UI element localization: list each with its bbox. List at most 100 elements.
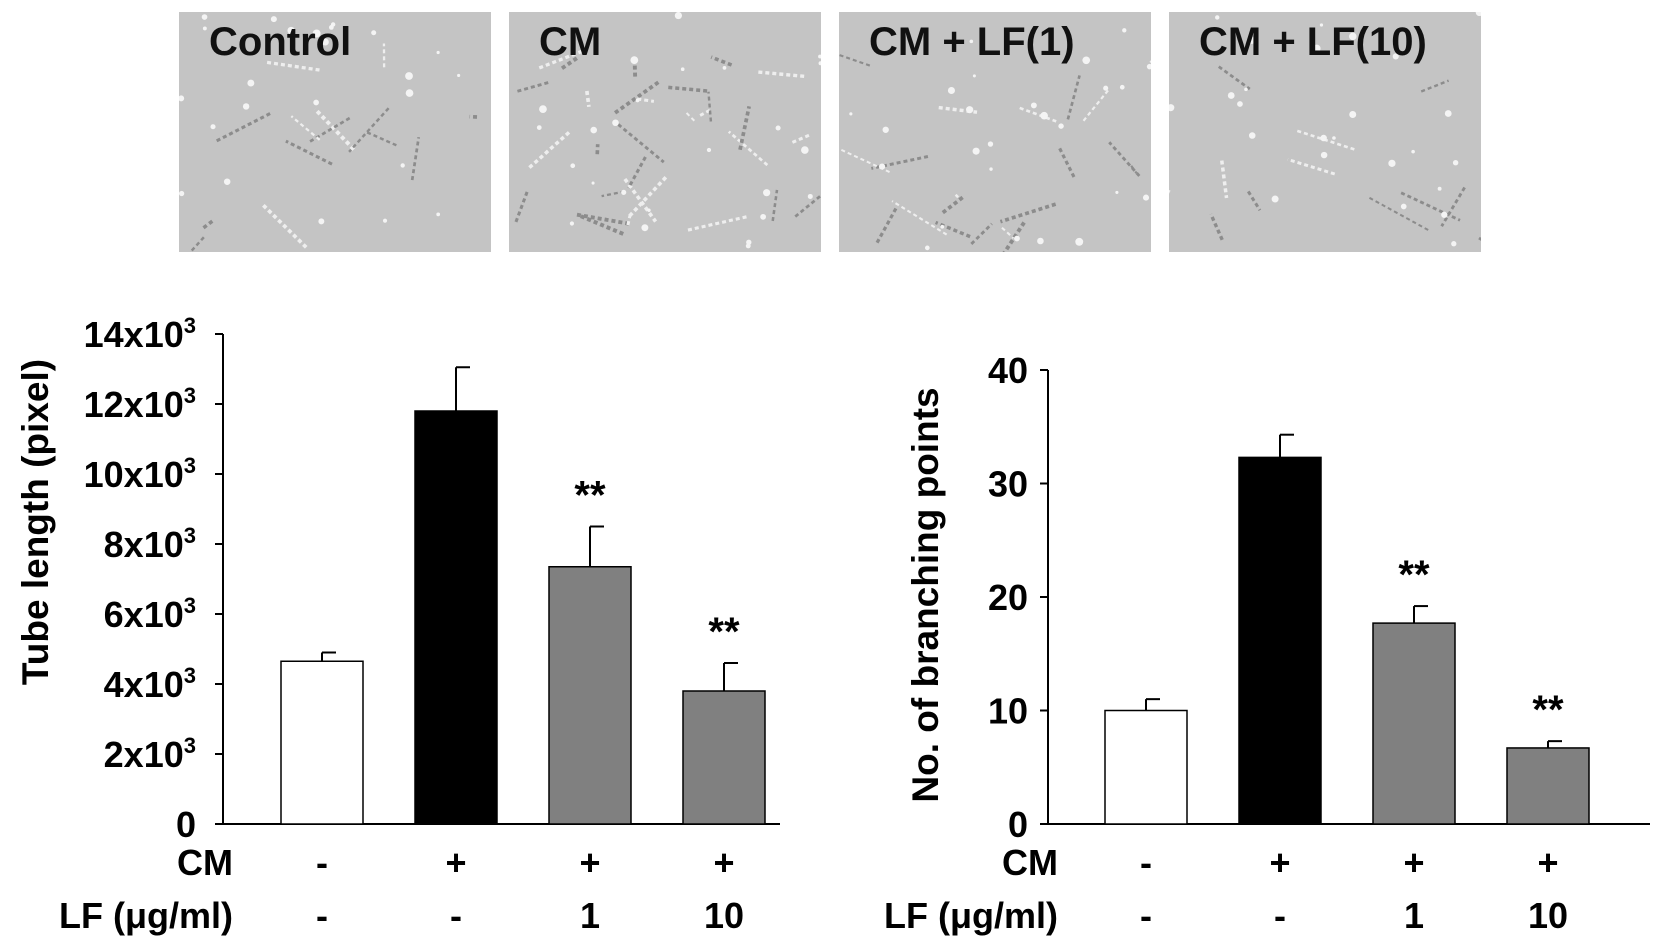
cell-strand <box>1130 165 1138 174</box>
lf-row-label: LF (μg/ml) <box>884 895 1058 936</box>
micrograph-texture <box>1169 12 1481 247</box>
cell-strand <box>1246 190 1262 212</box>
y-tick-exponent: 3 <box>184 593 196 618</box>
cell-dot <box>1320 134 1327 142</box>
cell-strand <box>934 220 971 239</box>
cell-strand <box>637 97 655 103</box>
cell-strand <box>1220 160 1229 199</box>
cell-strand <box>538 48 586 70</box>
y-tick-label: 2x103 <box>104 733 196 775</box>
cell-dot <box>763 189 771 197</box>
cell-strand <box>613 80 661 115</box>
cell-dot <box>849 112 853 116</box>
cell-dot <box>1142 194 1150 201</box>
bar <box>280 660 364 825</box>
cell-dot <box>1388 159 1396 167</box>
cell-dot <box>947 86 955 95</box>
lf-condition: - <box>1140 895 1152 936</box>
cell-dot <box>405 89 414 97</box>
cell-dot <box>760 213 767 220</box>
cell-dot <box>1244 87 1248 92</box>
cell-dot <box>612 119 619 127</box>
cell-dot <box>989 167 993 171</box>
cell-dot <box>590 126 598 134</box>
y-tick-label: 6x103 <box>104 593 196 635</box>
y-tick-label: 10 <box>988 691 1028 732</box>
cell-dot <box>1320 151 1328 159</box>
cell-strand <box>348 107 390 153</box>
cell-dot <box>1312 44 1321 53</box>
cell-strand <box>791 133 810 144</box>
cell-dot <box>647 208 651 213</box>
cell-dot <box>706 147 712 153</box>
micrograph-label: CM + LF(10) <box>1199 20 1427 64</box>
cell-strand <box>686 215 747 232</box>
cell-strand <box>573 212 630 226</box>
cm-row-label: CM <box>177 842 233 883</box>
cell-strand <box>1001 226 1015 239</box>
lf-condition: - <box>316 895 328 936</box>
cell-dot <box>220 49 224 54</box>
y-tick-exponent: 3 <box>184 733 196 758</box>
cell-dot <box>818 61 821 66</box>
lf-condition: 10 <box>704 895 744 936</box>
cell-strand <box>623 177 658 223</box>
cell-strand <box>1400 191 1461 222</box>
cell-dot <box>882 126 889 133</box>
lf-condition: - <box>1274 895 1286 936</box>
cell-dot <box>1030 102 1037 109</box>
cell-dot <box>1082 56 1091 65</box>
bar <box>682 690 766 825</box>
cell-dot <box>641 224 649 232</box>
cell-strand <box>366 131 399 148</box>
cell-strand <box>560 56 579 70</box>
micrograph-texture <box>839 28 1151 252</box>
cell-dot <box>1451 241 1457 247</box>
cell-strand <box>891 200 948 236</box>
cell-strand <box>771 189 779 222</box>
cell-dot <box>1215 15 1220 20</box>
cell-dot <box>966 106 974 114</box>
cell-dot <box>400 163 405 168</box>
cell-dot <box>940 224 945 229</box>
cell-dot <box>405 72 413 80</box>
cell-dot <box>1441 211 1448 218</box>
cell-dot <box>371 30 377 36</box>
lf-condition: 10 <box>1528 895 1568 936</box>
cell-strand <box>707 91 713 122</box>
cm-condition: + <box>1537 842 1558 883</box>
micrograph-label: Control <box>209 20 352 64</box>
cell-dot <box>1437 186 1442 191</box>
cell-dot <box>878 163 886 170</box>
cell-dot <box>635 98 640 103</box>
cell-dot <box>536 125 542 130</box>
lf-condition: - <box>450 895 462 936</box>
cell-strand <box>285 139 333 166</box>
cell-strand <box>1209 213 1224 241</box>
cell-dot <box>1237 101 1243 107</box>
cell-strand <box>1057 146 1076 178</box>
cm-condition: + <box>1403 842 1424 883</box>
bar <box>414 410 498 825</box>
cell-dot <box>1103 85 1109 91</box>
cell-dot <box>1411 149 1415 154</box>
cm-condition: + <box>713 842 734 883</box>
cell-dot <box>1444 110 1452 117</box>
y-tick-label: 12x103 <box>84 383 196 425</box>
cell-strand <box>954 193 960 199</box>
cell-dot <box>201 14 208 20</box>
cell-dot <box>972 147 980 155</box>
y-tick-label: 0 <box>176 804 196 845</box>
cell-dot <box>1227 92 1235 99</box>
cell-dot <box>436 212 441 217</box>
cell-strand <box>941 195 965 215</box>
cm-condition: - <box>1140 842 1152 883</box>
cell-dot <box>436 50 440 55</box>
micrograph-cm: CM <box>509 12 821 252</box>
significance-marker: ** <box>574 474 606 518</box>
cell-strand <box>1296 129 1356 151</box>
cell-strand <box>738 105 751 151</box>
cell-dot <box>1169 104 1175 112</box>
cell-dot <box>270 16 277 23</box>
